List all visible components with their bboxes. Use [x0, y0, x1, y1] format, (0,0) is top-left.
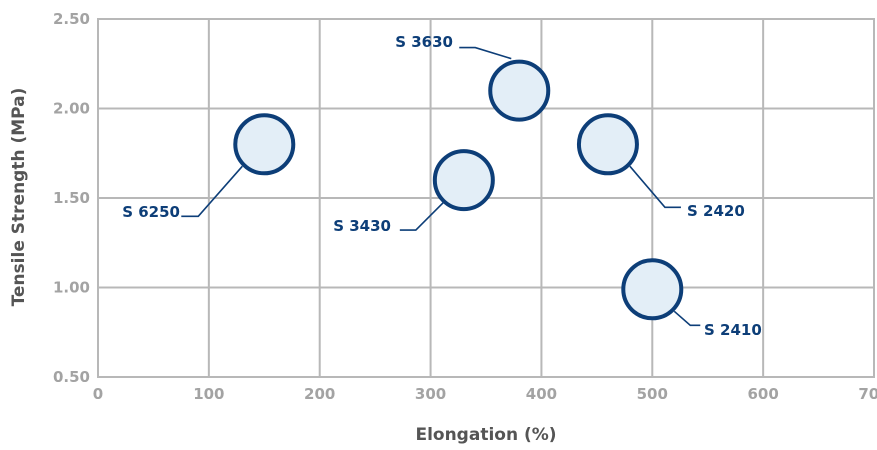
- x-tick-label-5: 500: [637, 385, 668, 403]
- y-tick-label-0: 0.50: [53, 368, 90, 386]
- data-point-s-6250: [233, 113, 296, 176]
- y-tick-label-4: 2.50: [53, 10, 90, 28]
- x-tick-label-6: 600: [747, 385, 778, 403]
- plot-frame: [97, 18, 875, 378]
- data-point-s-3430: [432, 149, 495, 212]
- y-axis-title: Tensile Strength (MPa): [9, 88, 29, 307]
- x-axis-ticks: 0 100 200 300 400 500 600 700: [93, 385, 877, 403]
- y-tick-label-1: 1.00: [53, 279, 90, 297]
- data-points: [233, 59, 684, 321]
- leader-line-s-2420: [629, 165, 681, 209]
- point-label-s-3430: S 3430: [333, 217, 391, 235]
- point-label-s-3630: S 3630: [395, 33, 453, 51]
- leader-lines: [181, 46, 701, 327]
- point-labels: S 6250 S 3630 S 3430 S 2420 S 2410: [122, 33, 762, 339]
- x-tick-label-7: 700: [858, 385, 877, 403]
- data-point-s-2420: [576, 113, 639, 176]
- x-tick-label-1: 100: [193, 385, 224, 403]
- point-label-s-6250: S 6250: [122, 203, 180, 221]
- x-tick-label-0: 0: [93, 385, 103, 403]
- leader-line-s-2410: [673, 310, 701, 327]
- x-tick-label-3: 300: [415, 385, 446, 403]
- point-label-s-2410: S 2410: [704, 321, 762, 339]
- data-point-s-2410: [621, 258, 684, 321]
- data-point-s-3630: [488, 59, 551, 122]
- leader-line-s-6250: [181, 165, 243, 218]
- point-label-s-2420: S 2420: [687, 202, 745, 220]
- leader-line-s-3430: [399, 201, 445, 231]
- y-tick-label-2: 1.50: [53, 189, 90, 207]
- y-axis-ticks: 0.50 1.00 1.50 2.00 2.50: [53, 10, 90, 386]
- x-tick-label-4: 400: [526, 385, 557, 403]
- leader-line-s-3630: [459, 46, 512, 60]
- grid: [97, 18, 875, 378]
- y-tick-label-3: 2.00: [53, 100, 90, 118]
- x-tick-label-2: 200: [304, 385, 335, 403]
- x-axis-title: Elongation (%): [415, 425, 556, 445]
